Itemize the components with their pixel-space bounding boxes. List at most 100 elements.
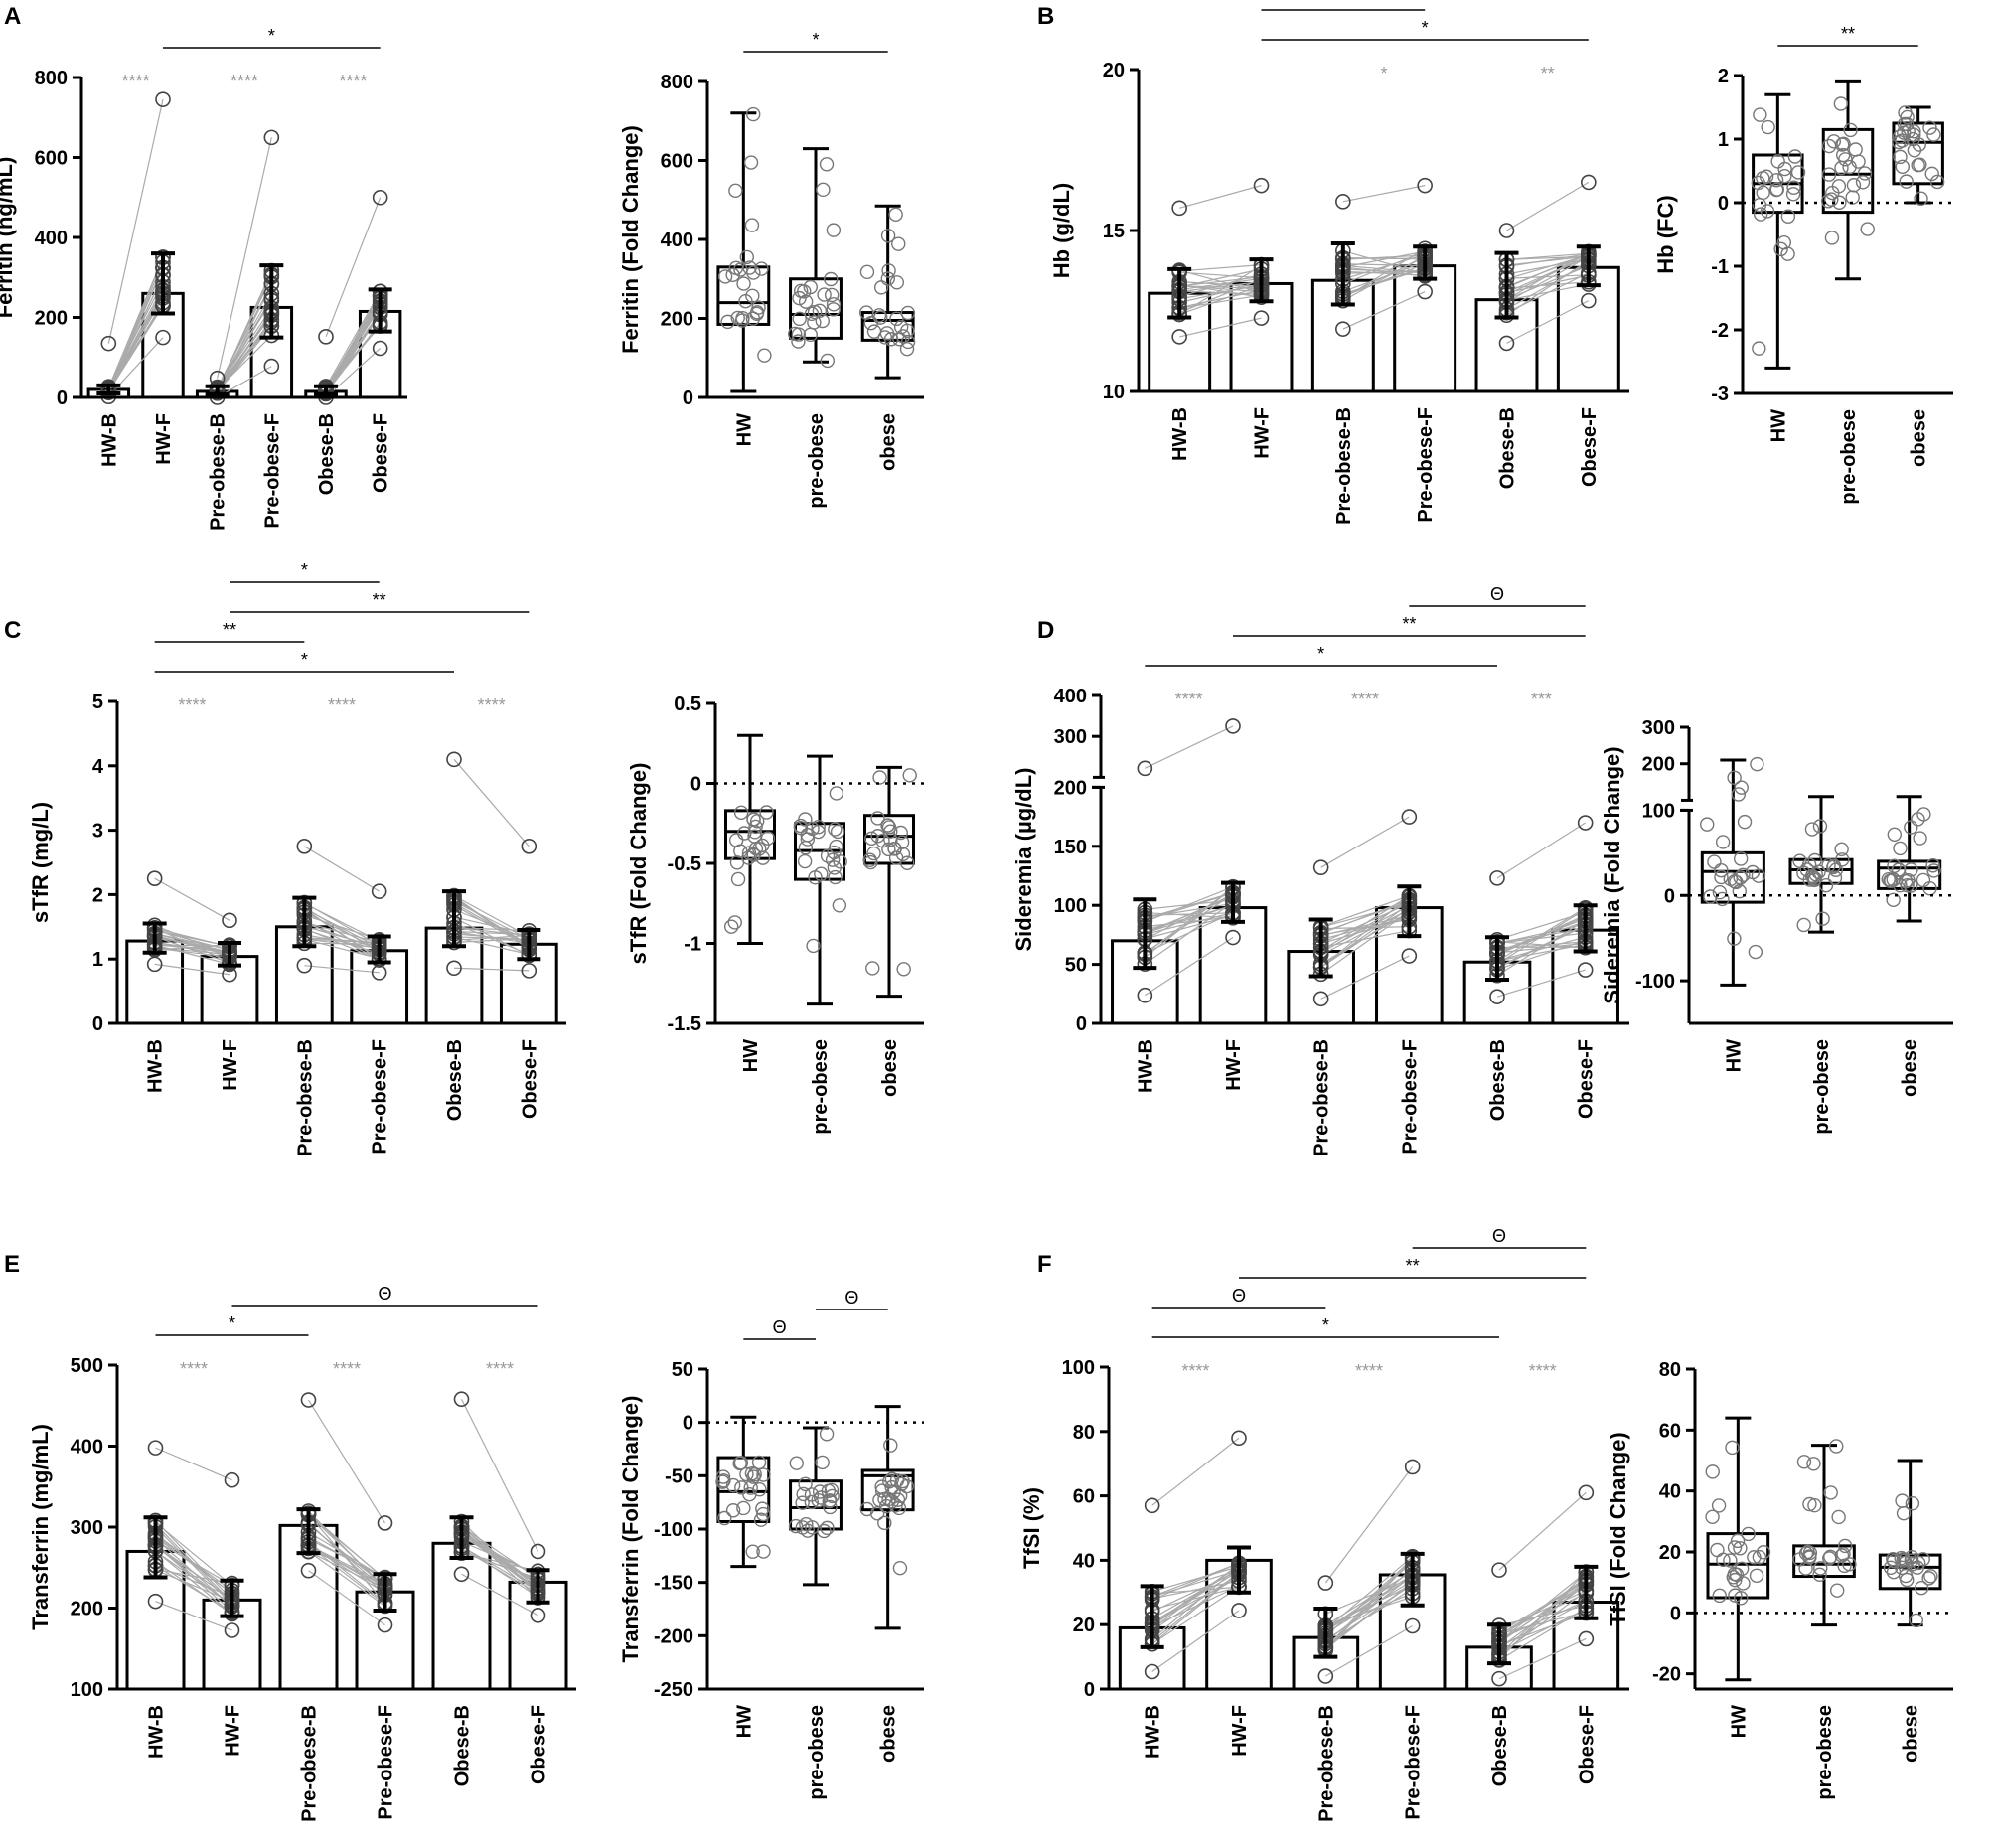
- data-point: [371, 883, 387, 899]
- data-point: [1827, 870, 1843, 885]
- category-label: HW-B: [1135, 1039, 1156, 1093]
- y-tick-label: 0: [690, 774, 701, 796]
- data-point: [1753, 107, 1767, 122]
- paired-subject-line: [1151, 1585, 1240, 1627]
- data-point: [1806, 1457, 1821, 1471]
- data-point: [881, 842, 896, 857]
- paired-subject-line: [1325, 1577, 1413, 1615]
- paired-subject-line: [1151, 1586, 1240, 1645]
- category-label: Pre-obese-B: [299, 1705, 321, 1822]
- paired-subject-line: [1178, 265, 1262, 315]
- sideremia-bar-chart: 0 50 100 150 200 300 400 Sideremia (µg/dL) HW-B H…: [1011, 584, 1629, 1156]
- data-point: [739, 1466, 754, 1482]
- category-label: pre-obese: [1838, 409, 1860, 505]
- paired-subject-line: [1145, 912, 1234, 954]
- data-point: [1578, 1484, 1595, 1501]
- paired-subject-line: [217, 270, 272, 391]
- data-point: [1753, 207, 1768, 222]
- data-point: [826, 297, 842, 312]
- data-point: [1834, 842, 1849, 857]
- category-label: Pre-obese-F: [261, 413, 283, 529]
- significance-label: Θ: [844, 1288, 858, 1308]
- data-point: [797, 853, 813, 869]
- data-point: [1750, 756, 1764, 772]
- paired-subject-line: [453, 897, 530, 950]
- y-tick-label: -1: [684, 934, 701, 956]
- paired-subject-line: [1342, 291, 1426, 330]
- data-point: [737, 826, 752, 841]
- data-point: [1768, 173, 1784, 188]
- paired-subject-line: [154, 936, 230, 964]
- data-point: [1730, 1533, 1746, 1549]
- significance-label: *: [1317, 644, 1324, 664]
- data-point: [1806, 870, 1821, 885]
- paired-subject-line: [1145, 894, 1234, 935]
- significance-label: Θ: [1490, 584, 1504, 604]
- significance-label: **: [1841, 24, 1855, 44]
- category-label: obese: [878, 413, 900, 471]
- paired-subject-line: [154, 929, 230, 951]
- data-point: [1796, 917, 1811, 933]
- paired-subject-line: [325, 314, 382, 394]
- y-axis-title: Sideremia (µg/dL): [1011, 767, 1036, 951]
- paired-subject-line: [1342, 185, 1426, 203]
- paired-subject-line: [217, 366, 272, 398]
- data-point: [824, 287, 840, 303]
- data-point: [1824, 192, 1839, 207]
- paired-subject-line: [1498, 1580, 1587, 1636]
- paired-subject-line: [1324, 1581, 1414, 1650]
- data-point: [727, 915, 742, 930]
- data-point: [815, 1455, 830, 1470]
- data-point: [1253, 177, 1270, 194]
- paired-subject-line: [1145, 916, 1234, 928]
- paired-subject-line: [325, 197, 382, 338]
- y-tick-label: -2: [1711, 320, 1729, 342]
- paired-subject-line: [107, 261, 164, 392]
- data-point: [803, 279, 818, 295]
- paired-subject-line: [1496, 924, 1586, 969]
- paired-subject-line: [1506, 259, 1590, 316]
- paired-subject-line: [154, 947, 230, 958]
- data-point: [1749, 1568, 1764, 1583]
- data-point: [1404, 1617, 1421, 1634]
- data-point: [1578, 1630, 1595, 1647]
- paired-subject-line: [1498, 1612, 1587, 1646]
- significance-label: **: [223, 620, 236, 640]
- category-label: Obese-F: [371, 413, 392, 493]
- paired-subject-line: [1324, 1557, 1414, 1648]
- y-tick-label: 100: [71, 1679, 103, 1701]
- paired-subject-line: [1151, 1562, 1240, 1601]
- paired-subject-line: [453, 758, 530, 847]
- data-point: [1317, 1668, 1334, 1684]
- data-point: [1823, 1549, 1838, 1565]
- data-point: [1894, 1550, 1909, 1566]
- y-tick-label: 0: [1076, 1013, 1087, 1035]
- paired-subject-line: [1506, 255, 1589, 266]
- data-point: [1826, 134, 1841, 149]
- paired-subject-line: [1342, 270, 1426, 276]
- data-point: [1886, 892, 1901, 908]
- data-point: [1829, 1583, 1845, 1598]
- data-point: [872, 1492, 887, 1508]
- data-point: [446, 751, 462, 768]
- data-point: [1916, 1552, 1930, 1567]
- data-point: [745, 311, 761, 326]
- data-point: [749, 306, 764, 322]
- y-tick-label: -150: [654, 1573, 693, 1595]
- paired-subject-line: [461, 1545, 538, 1598]
- paired-subject-line: [308, 1538, 385, 1579]
- data-point: [1881, 871, 1896, 887]
- category-label: HW-B: [98, 413, 120, 467]
- data-point: [734, 1480, 749, 1495]
- y-tick-label: -250: [654, 1679, 693, 1701]
- data-point: [1802, 1545, 1818, 1561]
- data-point: [1780, 209, 1796, 224]
- paired-subject-line: [1324, 1466, 1414, 1584]
- data-point: [1747, 1550, 1762, 1565]
- paired-subject-line: [1325, 1596, 1413, 1626]
- category-label: Pre-obese-B: [1333, 407, 1355, 525]
- data-point: [858, 305, 874, 320]
- paired-subject-line: [453, 937, 530, 944]
- data-point: [530, 1608, 546, 1623]
